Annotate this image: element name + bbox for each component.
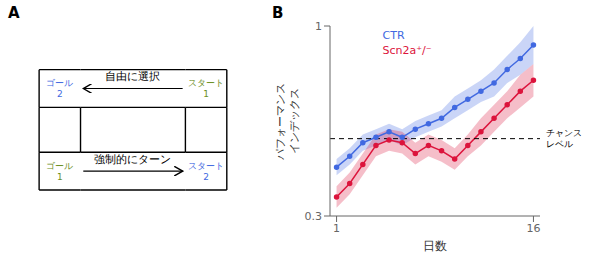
svg-text:1: 1 [315,20,322,33]
html-text:CTR: CTR [382,29,405,42]
svg-text:ゴール2: ゴール2 [46,78,73,99]
svg-text:ゴール1: ゴール1 [46,161,73,182]
svg-text:日数: 日数 [423,239,447,253]
svg-text:強制的にターン: 強制的にターン [94,153,171,166]
html-text:A: A [8,4,20,22]
svg-text:パフォーマンスインデックス: パフォーマンスインデックス [274,83,301,161]
html-text:Scn2a⁺/⁻: Scn2a⁺/⁻ [382,44,432,57]
svg-text:0.3: 0.3 [305,210,323,223]
svg-text:16: 16 [526,222,540,235]
svg-text:スタート1: スタート1 [188,78,224,99]
svg-text:自由に選択: 自由に選択 [105,70,160,83]
svg-text:スタート2: スタート2 [188,161,224,182]
svg-text:1: 1 [333,222,340,235]
html-text:B: B [272,4,284,22]
svg-text:チャンスレベル: チャンスレベル [546,128,582,149]
